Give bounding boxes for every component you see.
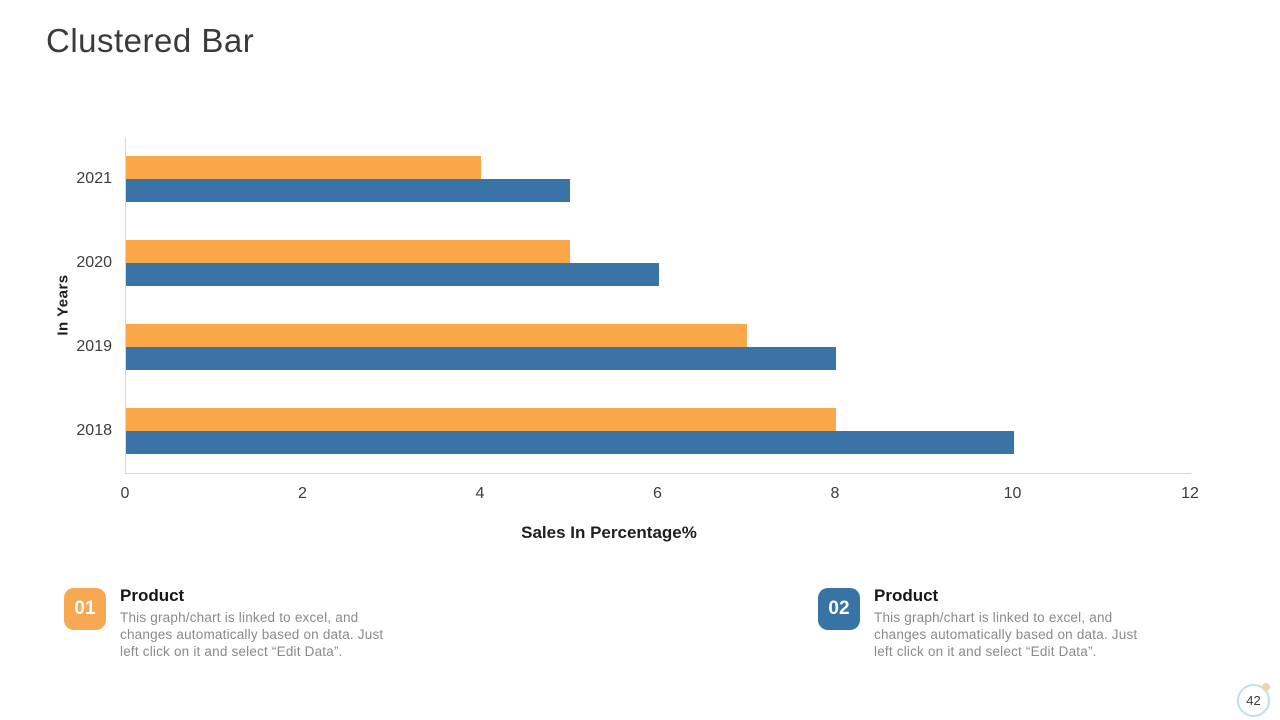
x-axis-tick-labels: 0 2 4 6 8 10 12 <box>121 485 1199 505</box>
x-axis-title: Sales In Percentage% <box>521 523 697 542</box>
x-tick-label-2: 2 <box>298 485 307 502</box>
callout-02-title: Product <box>874 586 939 605</box>
page-title: Clustered Bar <box>46 22 255 59</box>
callout-02-number-badge: 02 <box>818 588 860 630</box>
callout-product-02: 02 Product This graph/chart is linked to… <box>818 586 1174 660</box>
x-tick-label-10: 10 <box>1003 485 1022 502</box>
bar-cluster-2019: 2019 <box>76 305 1191 389</box>
bar-cluster-2018: 2018 <box>76 389 1191 473</box>
callout-01-text: Product This graph/chart is linked to ex… <box>120 586 420 660</box>
x-tick-label-12: 12 <box>1181 485 1199 502</box>
x-tick-label-8: 8 <box>830 485 840 502</box>
callout-01-number-badge: 01 <box>64 588 106 630</box>
y-tick-label-2021: 2021 <box>76 170 112 187</box>
y-tick-label-2018: 2018 <box>76 422 112 439</box>
bar-cluster-2021: 2021 <box>76 137 1191 221</box>
callout-01-title: Product <box>120 586 185 605</box>
page-number-badge: 42 <box>1237 683 1270 717</box>
x-tick-label-0: 0 <box>120 485 130 502</box>
callout-02-text: Product This graph/chart is linked to ex… <box>874 586 1174 660</box>
callout-02-description: This graph/chart is linked to excel, and… <box>874 610 1138 660</box>
bar-product-01-2019 <box>126 324 748 347</box>
x-tick-label-6: 6 <box>653 485 662 502</box>
bar-cluster-2020: 2020 <box>76 221 1191 305</box>
bar-product-02-2019 <box>126 347 836 370</box>
page-number: 42 <box>1246 693 1261 708</box>
bar-product-01-2021 <box>126 156 481 179</box>
clustered-bar-plot-area: 2021 2020 2019 2018 <box>76 137 1191 474</box>
callout-product-01: 01 Product This graph/chart is linked to… <box>64 586 420 660</box>
callout-01-description: This graph/chart is linked to excel, and… <box>120 610 384 660</box>
bar-product-01-2020 <box>126 240 570 263</box>
bar-product-02-2020 <box>126 263 659 286</box>
x-tick-label-4: 4 <box>475 485 485 502</box>
bar-product-02-2021 <box>126 179 570 202</box>
bar-product-02-2018 <box>126 431 1014 454</box>
y-axis-title: In Years <box>54 274 72 336</box>
decorative-dot-icon <box>1262 683 1270 691</box>
y-tick-label-2019: 2019 <box>76 338 112 355</box>
y-tick-label-2020: 2020 <box>76 254 112 271</box>
bar-product-01-2018 <box>126 408 836 431</box>
